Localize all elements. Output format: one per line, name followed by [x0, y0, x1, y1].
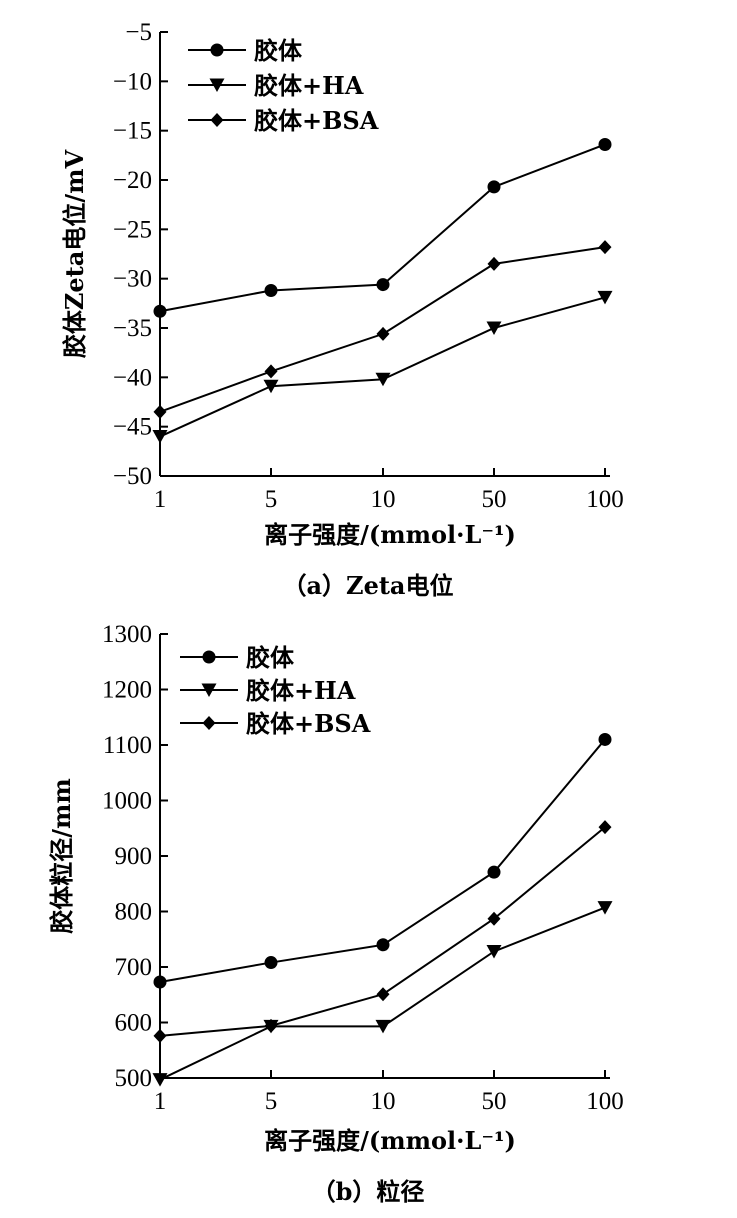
zeta-data-point: [598, 240, 612, 255]
zeta-data-point: [598, 137, 612, 151]
size-data-point: [153, 975, 167, 989]
size-data-point: [375, 1019, 391, 1034]
zeta-legend-marker-0: [210, 43, 224, 57]
size-legend-marker-2: [202, 716, 216, 730]
size-legend-label-2: 胶体+BSA: [246, 709, 371, 738]
size-y-tick-label: 1100: [103, 732, 152, 759]
size-data-point: [597, 901, 613, 915]
zeta-legend-marker-2: [210, 113, 224, 127]
size-data-point: [376, 938, 390, 952]
zeta-data-point: [153, 304, 167, 318]
zeta-caption: （a）Zeta电位: [283, 571, 454, 600]
zeta-y-tick-label: −10: [113, 68, 152, 95]
zeta-legend-label-2: 胶体+BSA: [254, 106, 379, 135]
zeta-legend-marker-1: [209, 78, 225, 92]
size-y-axis-label: 胶体粒径/mm: [47, 778, 76, 934]
size-legend-marker-1: [201, 683, 217, 697]
zeta-legend-label-1: 胶体+HA: [254, 71, 364, 100]
size-y-tick-label: 600: [115, 1010, 153, 1037]
zeta-x-tick-label: 1: [154, 486, 167, 513]
size-data-point: [376, 987, 390, 1002]
size-x-tick-label: 100: [586, 1088, 624, 1115]
zeta-y-tick-label: −20: [113, 167, 152, 194]
zeta-x-tick-label: 50: [482, 486, 507, 513]
zeta-series-line-1: [159, 296, 606, 438]
size-y-tick-label: 1200: [102, 677, 152, 704]
zeta-y-tick-label: −5: [125, 19, 152, 46]
size-data-point: [487, 865, 501, 879]
size-x-tick-label: 5: [265, 1088, 278, 1115]
zeta-x-tick-label: 10: [371, 486, 396, 513]
size-y-tick-label: 800: [115, 899, 153, 926]
zeta-legend-label-0: 胶体: [254, 36, 303, 65]
zeta-data-point: [376, 326, 390, 341]
size-y-tick-label: 1300: [102, 621, 152, 648]
size-y-tick-label: 1000: [102, 788, 152, 815]
zeta-y-axis-label: 胶体Zeta电位/mV: [60, 150, 89, 359]
size-legend-label-1: 胶体+HA: [246, 676, 356, 705]
zeta-y-tick-label: −25: [113, 216, 152, 243]
size-x-tick-label: 1: [154, 1088, 167, 1115]
zeta-chart: −5 −10 −15 −20 −25 −30 −35 −40 −45 −501 5 10 50 100 离子…: [60, 19, 624, 600]
zeta-y-tick-label: −15: [113, 118, 152, 145]
zeta-data-point: [376, 278, 390, 292]
zeta-y-tick-label: −50: [113, 463, 152, 490]
size-data-point: [487, 911, 501, 926]
zeta-data-point: [152, 430, 168, 444]
size-series-line-2: [159, 826, 606, 1037]
zeta-y-tick-label: −30: [113, 266, 152, 293]
zeta-data-point: [264, 364, 278, 379]
size-x-axis-label: 离子强度/(mmol·L⁻¹): [264, 1126, 516, 1155]
size-data-point: [152, 1073, 168, 1087]
size-caption: （b）粒径: [312, 1177, 425, 1206]
size-y-tick-label: 500: [115, 1065, 153, 1092]
size-data-point: [486, 944, 502, 959]
zeta-data-point: [375, 372, 391, 387]
zeta-y-tick-label: −40: [113, 364, 152, 391]
zeta-y-tick-label: −45: [113, 414, 152, 441]
zeta-data-point: [263, 379, 279, 394]
size-legend-label-0: 胶体: [246, 643, 295, 672]
zeta-x-tick-label: 100: [586, 486, 624, 513]
size-y-tick-label: 900: [115, 843, 153, 870]
size-data-point: [264, 1018, 278, 1033]
zeta-data-point: [487, 256, 501, 271]
size-x-tick-label: 10: [371, 1088, 396, 1115]
zeta-data-point: [597, 290, 613, 305]
size-y-tick-label: 700: [115, 954, 153, 981]
size-data-point: [598, 820, 612, 835]
zeta-data-point: [486, 321, 502, 335]
size-data-point: [264, 956, 278, 970]
zeta-y-tick-label: −35: [113, 315, 152, 342]
size-data-point: [153, 1028, 167, 1043]
zeta-x-tick-label: 5: [265, 486, 278, 513]
zeta-data-point: [487, 180, 501, 194]
zeta-data-point: [264, 284, 278, 298]
zeta-data-point: [153, 404, 167, 419]
size-x-tick-label: 50: [482, 1088, 507, 1115]
size-legend-marker-0: [202, 650, 216, 664]
zeta-x-axis-label: 离子强度/(mmol·L⁻¹): [264, 520, 516, 549]
size-data-point: [598, 732, 612, 746]
